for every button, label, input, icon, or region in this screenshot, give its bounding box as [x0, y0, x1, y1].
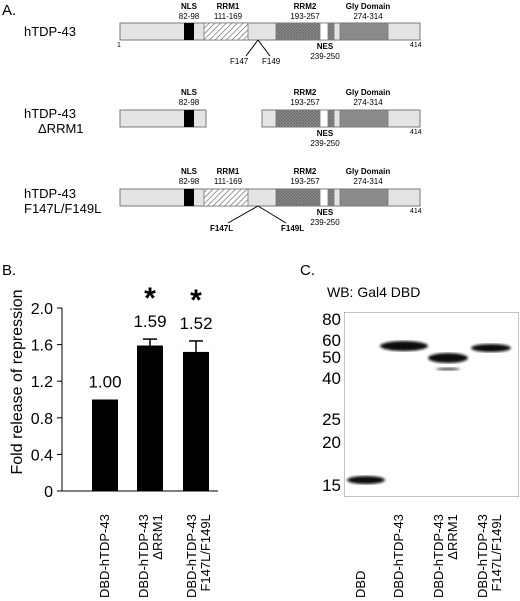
construct-3-bar	[119, 188, 421, 224]
construct-1-bar	[119, 22, 421, 57]
construct-3-name: hTDP-43 F147L/F149L	[24, 186, 102, 216]
marker-60: 60	[322, 331, 341, 350]
lane-label-3: DBD-hTDP-43 ΔRRM1	[431, 514, 460, 598]
construct-1-rrm2-label: RRM2 193-257	[290, 2, 320, 21]
construct-1-nes-label: NES 239-250	[310, 42, 340, 61]
lane-label-4: DBD-hTDP-43 F147L/F149L	[475, 514, 504, 598]
nls-box	[184, 23, 194, 40]
construct-3-nls-label: NLS 82-98	[178, 167, 200, 186]
y-tick-label-5: 2.0	[31, 301, 53, 318]
band-dbd-htdp43	[380, 341, 428, 351]
rrm2-box	[275, 22, 335, 41]
construct-1-rrm1-label: RRM1 111-169	[213, 2, 243, 21]
marker-80: 80	[322, 310, 341, 329]
construct-2-nes-label: NES 239-250	[310, 129, 340, 148]
y-axis-label: Fold release of repression	[9, 290, 26, 475]
construct-3-rrm2-label: RRM2 193-257	[290, 167, 320, 186]
construct-2-length: 414	[410, 129, 422, 136]
bar-1	[92, 399, 118, 491]
bar-chart: Fold release of repression 0 0.4 0.8 1.2 1.6…	[9, 282, 218, 501]
y-tick-label-2: 0.8	[31, 411, 53, 428]
y-tick-label-3: 1.2	[31, 374, 53, 391]
construct-1-nls-label: NLS 82-98	[178, 2, 200, 21]
significance-star-2: *	[144, 282, 156, 315]
y-tick-label-1: 0.4	[31, 447, 53, 464]
construct-1-start: 1	[117, 42, 121, 49]
western-blot	[344, 312, 519, 497]
lane-label-2: DBD-hTDP-43	[391, 514, 406, 598]
construct-1-gly-label: Gly Domain 274-314	[345, 2, 391, 21]
marker-15: 15	[322, 476, 341, 495]
rrm1-box	[203, 22, 249, 41]
y-tick-label-0: 0	[44, 484, 53, 501]
construct-3-gly-label: Gly Domain 274-314	[345, 167, 391, 186]
nes-box	[319, 22, 329, 41]
construct-3-nes-label: NES 239-250	[310, 208, 340, 227]
value-label-2: 1.59	[133, 312, 166, 331]
construct-3-length: 414	[410, 208, 422, 215]
value-label-3: 1.52	[179, 314, 212, 333]
construct-3-rrm1-label: RRM1 111-169	[213, 167, 243, 186]
construct-2-nls-label: NLS 82-98	[178, 88, 200, 107]
band-delta-rrm1-minor	[436, 367, 460, 371]
blot-title: WB: Gal4 DBD	[327, 284, 421, 300]
lane-label-1: DBD	[353, 570, 368, 598]
construct-1-mut-1: F147	[230, 57, 249, 66]
y-tick-label-4: 1.6	[31, 338, 53, 355]
construct-2-name: hTDP-43 ΔRRM1	[24, 106, 84, 136]
construct-3-mut-1: F147L	[210, 224, 234, 233]
panel-a-letter: A.	[2, 2, 17, 19]
protein-schematic	[119, 22, 421, 224]
construct-3-mut-2: F149L	[281, 224, 305, 233]
construct-1-mut-2: F149	[262, 57, 281, 66]
panel-c-letter: C.	[300, 262, 315, 279]
construct-1-name: hTDP-43	[24, 24, 77, 39]
construct-2-gly-label: Gly Domain 274-314	[345, 88, 391, 107]
panel-b-letter: B.	[2, 262, 17, 279]
marker-50: 50	[322, 348, 341, 367]
marker-25: 25	[322, 410, 341, 429]
band-dbd	[347, 476, 385, 484]
band-delta-rrm1	[428, 353, 468, 363]
construct-1-length: 414	[410, 42, 422, 49]
construct-2-bar	[119, 109, 421, 128]
category-label-3: DBD-hTDP-43 F147L/F149L	[184, 514, 213, 598]
gly-box	[339, 22, 389, 41]
bar-2	[137, 345, 163, 491]
significance-star-3: *	[190, 284, 202, 317]
value-label-1: 1.00	[88, 373, 121, 392]
category-label-1: DBD-hTDP-43	[97, 514, 112, 598]
marker-20: 20	[322, 433, 341, 452]
band-f147l-f149l	[471, 344, 511, 352]
category-label-2: DBD-hTDP-43 ΔRRM1	[136, 514, 165, 598]
bar-3	[183, 351, 209, 491]
marker-40: 40	[322, 369, 341, 388]
construct-2-rrm2-label: RRM2 193-257	[290, 88, 320, 107]
